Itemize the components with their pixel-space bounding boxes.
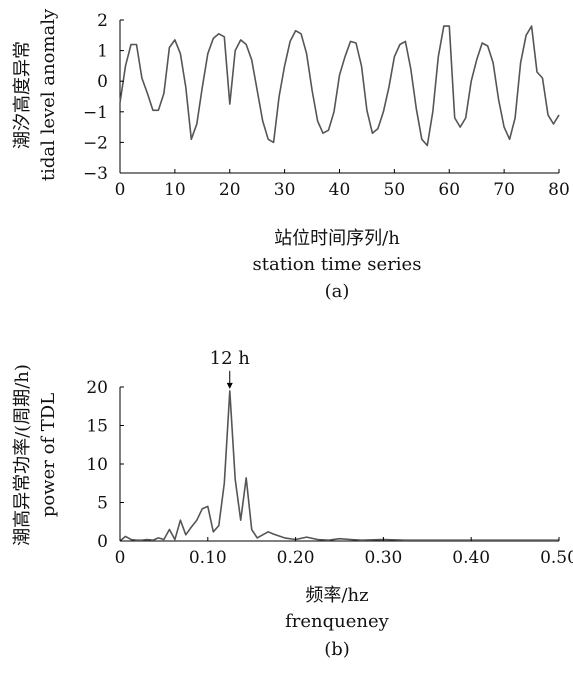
b-y-tick-label: 0 bbox=[97, 532, 108, 552]
peak-annotation-label: 12 h bbox=[210, 348, 251, 369]
panel-a-tidal-anomaly-chart: 0 10 20 30 40 50 60 70 80 −3 −2 −1 0 1 2 站位时间序列/h sta… bbox=[12, 8, 570, 302]
panel-b-x-ticks: 0 0.10 0.20 0.30 0.40 0.50 bbox=[115, 537, 573, 568]
peak-annotation-arrow-head bbox=[226, 382, 233, 389]
a-y-tick-label: 2 bbox=[97, 11, 108, 31]
panel-b-plot-area bbox=[119, 387, 559, 542]
panel-b-xlabel: 频率/hz bbox=[305, 585, 368, 606]
panel-a-ylabel-en: tidal level anomaly bbox=[38, 8, 59, 181]
panel-a-plot-area bbox=[119, 20, 560, 174]
a-x-tick-label: 10 bbox=[164, 180, 186, 200]
b-x-tick-label: 0.20 bbox=[277, 548, 315, 568]
a-x-tick-label: 80 bbox=[548, 180, 570, 200]
b-x-tick-label: 0.50 bbox=[540, 548, 573, 568]
peak-annotation-arrow bbox=[226, 370, 233, 389]
b-y-tick-label: 10 bbox=[86, 455, 108, 475]
panel-b-ylabel: 潮高异常功率/(周期/h) bbox=[12, 364, 33, 546]
a-x-tick-label: 40 bbox=[329, 180, 351, 200]
a-y-tick-label: −3 bbox=[83, 164, 108, 184]
b-x-tick-label: 0 bbox=[115, 548, 126, 568]
panel-b-power-spectrum-chart: 0 0.10 0.20 0.30 0.40 0.50 0 5 10 15 20 12 h 频率/h… bbox=[12, 348, 573, 660]
a-x-tick-label: 60 bbox=[438, 180, 460, 200]
a-x-tick-label: 20 bbox=[219, 180, 241, 200]
panel-a-y-ticks: −3 −2 −1 0 1 2 bbox=[83, 11, 124, 184]
panel-a-x-ticks: 0 10 20 30 40 50 60 70 80 bbox=[115, 169, 570, 200]
a-series-line bbox=[119, 25, 560, 147]
a-y-tick-label: 0 bbox=[97, 72, 108, 92]
b-y-tick-label: 15 bbox=[86, 417, 108, 437]
b-series-line bbox=[119, 390, 559, 542]
panel-b-xlabel-en: frenqueney bbox=[285, 611, 390, 632]
b-y-tick-label: 5 bbox=[97, 494, 108, 514]
panel-b-ylabel-en: power of TDL bbox=[38, 393, 59, 517]
panel-a-xlabel-en: station time series bbox=[253, 254, 422, 275]
a-x-tick-label: 30 bbox=[274, 180, 296, 200]
b-x-tick-label: 0.40 bbox=[452, 548, 490, 568]
panel-a-ylabel: 潮汐高度异常 bbox=[12, 41, 33, 149]
a-x-tick-label: 70 bbox=[493, 180, 515, 200]
b-x-tick-label: 0.30 bbox=[364, 548, 402, 568]
panel-a-label: (a) bbox=[325, 281, 350, 302]
panel-a-xlabel: 站位时间序列/h bbox=[274, 228, 400, 249]
a-y-tick-label: −2 bbox=[83, 133, 108, 153]
a-y-tick-label: −1 bbox=[83, 103, 108, 123]
panel-b-label: (b) bbox=[324, 639, 350, 660]
b-y-tick-label: 20 bbox=[86, 378, 108, 398]
a-x-tick-label: 0 bbox=[115, 180, 126, 200]
a-y-tick-label: 1 bbox=[97, 42, 108, 62]
a-x-tick-label: 50 bbox=[384, 180, 406, 200]
panel-b-y-ticks: 0 5 10 15 20 bbox=[86, 378, 124, 552]
b-x-tick-label: 0.10 bbox=[189, 548, 227, 568]
